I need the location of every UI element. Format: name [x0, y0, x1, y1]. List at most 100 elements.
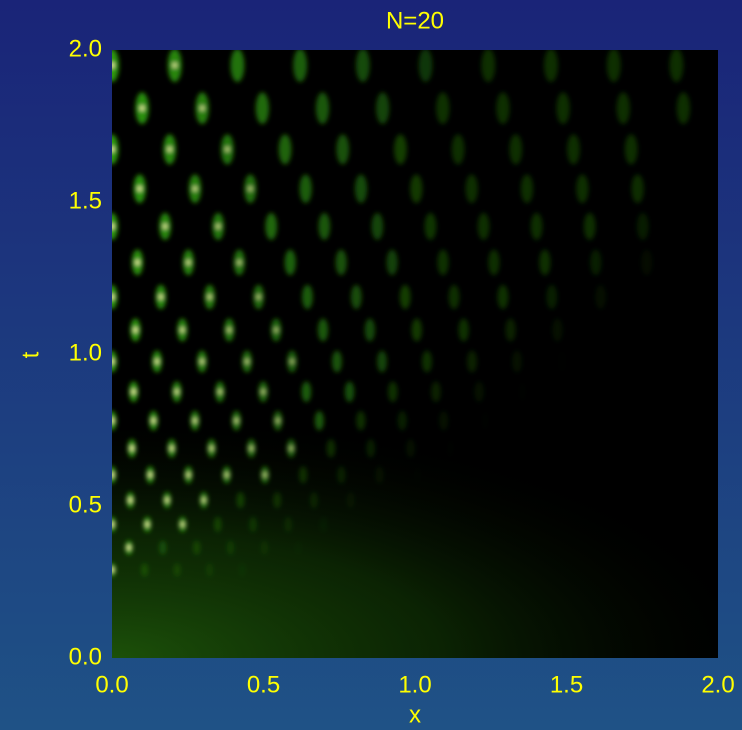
pattern-blob — [213, 516, 222, 533]
pattern-blob — [474, 381, 484, 403]
pattern-blob — [278, 134, 292, 165]
y-tick-label: 2.0 — [69, 35, 102, 62]
pattern-blob — [236, 492, 245, 509]
pattern-blob — [397, 410, 407, 431]
pattern-peak — [126, 545, 132, 551]
pattern-peak — [172, 62, 178, 68]
pattern-blob — [299, 174, 312, 204]
pattern-blob — [295, 540, 302, 554]
pattern-blob — [676, 92, 690, 125]
pattern-peak — [139, 105, 145, 111]
pattern-blob — [356, 410, 366, 431]
pattern-blob — [616, 92, 630, 125]
heatmap-pattern — [112, 50, 690, 577]
pattern-blob — [488, 249, 500, 276]
pattern-peak — [164, 497, 170, 503]
y-tick-label: 1.5 — [69, 187, 102, 214]
pattern-peak — [244, 359, 250, 365]
pattern-peak — [112, 223, 115, 229]
pattern-blob — [465, 174, 478, 204]
pattern-blob — [364, 318, 376, 342]
pattern-blob — [344, 381, 355, 403]
pattern-blob — [394, 134, 407, 165]
pattern-blob — [332, 350, 342, 373]
pattern-blob — [567, 134, 580, 165]
pattern-blob — [318, 212, 331, 240]
pattern-peak — [247, 186, 253, 192]
pattern-blob — [544, 50, 558, 83]
x-tick-label: 1.0 — [398, 671, 431, 698]
pattern-peak — [262, 472, 268, 478]
x-tick-label: 0.0 — [95, 671, 128, 698]
pattern-blob — [337, 466, 346, 484]
pattern-blob — [260, 540, 269, 555]
pattern-peak — [217, 389, 223, 395]
pattern-blob — [431, 381, 441, 403]
pattern-blob — [520, 174, 534, 204]
pattern-peak — [199, 359, 205, 365]
pattern-peak — [174, 389, 180, 395]
pattern-blob — [293, 50, 308, 83]
pattern-blob — [399, 284, 411, 310]
y-tick-label: 0.0 — [69, 643, 102, 670]
pattern-blob — [414, 466, 422, 483]
pattern-peak — [180, 521, 186, 527]
pattern-peak — [112, 472, 115, 478]
pattern-blob — [192, 540, 201, 555]
pattern-blob — [319, 516, 328, 533]
pattern-peak — [224, 472, 230, 478]
pattern-blob — [206, 563, 214, 577]
pattern-blob — [301, 381, 312, 403]
y-tick-label: 0.5 — [69, 491, 102, 518]
pattern-blob — [556, 92, 570, 125]
pattern-peak — [224, 146, 230, 152]
pattern-peak — [112, 418, 115, 424]
pattern-blob — [557, 351, 567, 373]
pattern-blob — [583, 212, 596, 240]
pattern-peak — [112, 62, 115, 68]
pattern-blob — [496, 92, 510, 125]
pattern-blob — [477, 212, 490, 240]
heatmap — [112, 50, 718, 658]
pattern-peak — [179, 327, 185, 333]
pattern-peak — [127, 497, 133, 503]
pattern-blob — [298, 466, 308, 484]
pattern-blob — [576, 174, 589, 204]
pattern-blob — [481, 411, 490, 430]
pattern-blob — [326, 439, 336, 458]
pattern-blob — [624, 134, 638, 165]
pattern-peak — [275, 418, 281, 424]
pattern-blob — [636, 212, 649, 240]
pattern-blob — [552, 318, 563, 342]
pattern-blob — [173, 563, 181, 577]
pattern-blob — [411, 318, 422, 342]
pattern-blob — [424, 212, 437, 240]
pattern-peak — [131, 389, 137, 395]
pattern-blob — [590, 249, 602, 276]
pattern-blob — [439, 410, 449, 431]
pattern-peak — [201, 497, 207, 503]
pattern-blob — [497, 284, 509, 310]
pattern-blob — [317, 318, 329, 342]
pattern-blob — [336, 134, 350, 165]
pattern-peak — [150, 418, 156, 424]
pattern-blob — [376, 92, 390, 125]
pattern-peak — [129, 445, 135, 451]
pattern-blob — [530, 212, 543, 240]
pattern-peak — [112, 521, 115, 527]
x-axis-label: x — [409, 701, 421, 728]
pattern-blob — [346, 492, 355, 509]
pattern-peak — [199, 105, 205, 111]
pattern-blob — [505, 318, 516, 342]
pattern-blob — [631, 174, 644, 204]
pattern-peak — [209, 445, 215, 451]
pattern-peak — [236, 259, 242, 265]
pattern-blob — [418, 50, 433, 83]
pattern-blob — [112, 50, 119, 83]
pattern-blob — [238, 563, 246, 577]
pattern-blob — [446, 439, 455, 457]
pattern-blob — [606, 50, 621, 83]
pattern-blob — [314, 410, 324, 431]
pattern-peak — [185, 472, 191, 478]
